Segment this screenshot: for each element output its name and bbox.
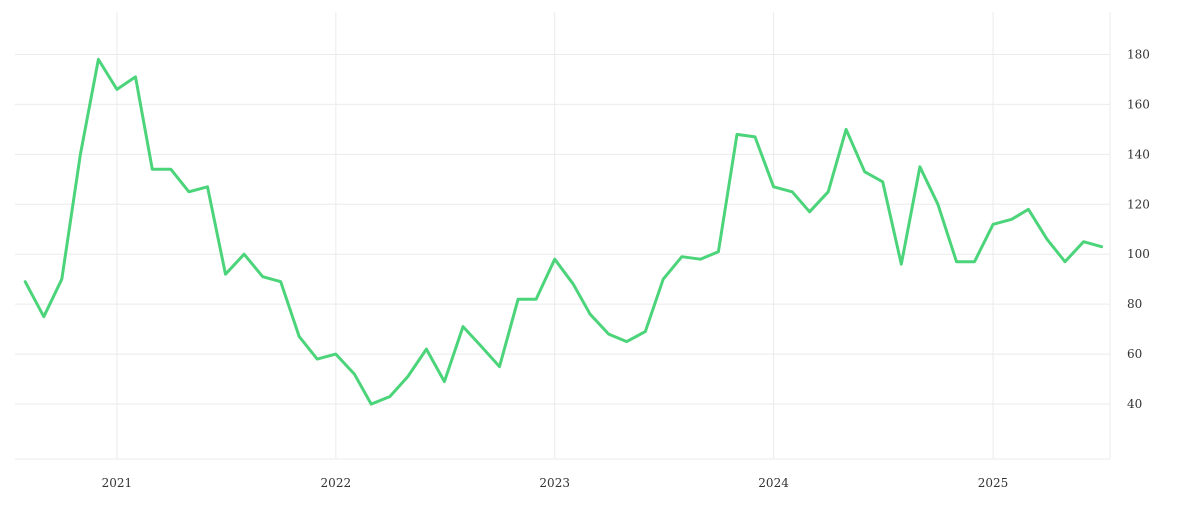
y-tick-label: 100 <box>1127 247 1150 261</box>
y-tick-label: 160 <box>1127 97 1150 111</box>
x-tick-label: 2025 <box>978 476 1009 490</box>
y-tick-label: 120 <box>1127 197 1150 211</box>
tick-labels: 40 60 80 100 120 140 160 180 2021 2022 2023 2024 202… <box>102 47 1150 490</box>
grid-lines <box>15 12 1110 459</box>
x-tick-label: 2022 <box>321 476 352 490</box>
y-tick-label: 60 <box>1127 347 1142 361</box>
y-tick-label: 40 <box>1127 397 1142 411</box>
y-tick-label: 80 <box>1127 297 1142 311</box>
series-layer <box>23 57 1104 406</box>
y-tick-label: 180 <box>1127 47 1150 61</box>
axes <box>15 12 1111 460</box>
series-line-0 <box>23 57 1104 406</box>
x-tick-label: 2024 <box>758 476 789 490</box>
y-tick-label: 140 <box>1127 147 1150 161</box>
x-tick-label: 2023 <box>539 476 570 490</box>
x-tick-label: 2021 <box>102 476 133 490</box>
